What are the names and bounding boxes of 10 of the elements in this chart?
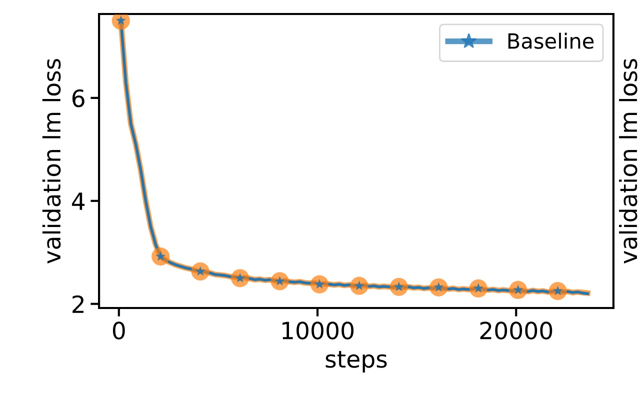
y2-axis-title: validation lm loss	[618, 58, 638, 264]
y-tick-label: 6	[72, 89, 84, 108]
x-tick-label: 20000	[480, 322, 552, 340]
y-tick-label: 2	[72, 295, 84, 313]
y-tick-label: 4	[72, 192, 85, 210]
x-tick-label: 10000	[282, 322, 354, 340]
x-axis-title: steps	[326, 350, 387, 372]
x-tick-label: 0	[112, 322, 125, 340]
legend-label: Baseline	[508, 32, 594, 49]
y-axis-title: validation lm loss	[42, 58, 61, 264]
